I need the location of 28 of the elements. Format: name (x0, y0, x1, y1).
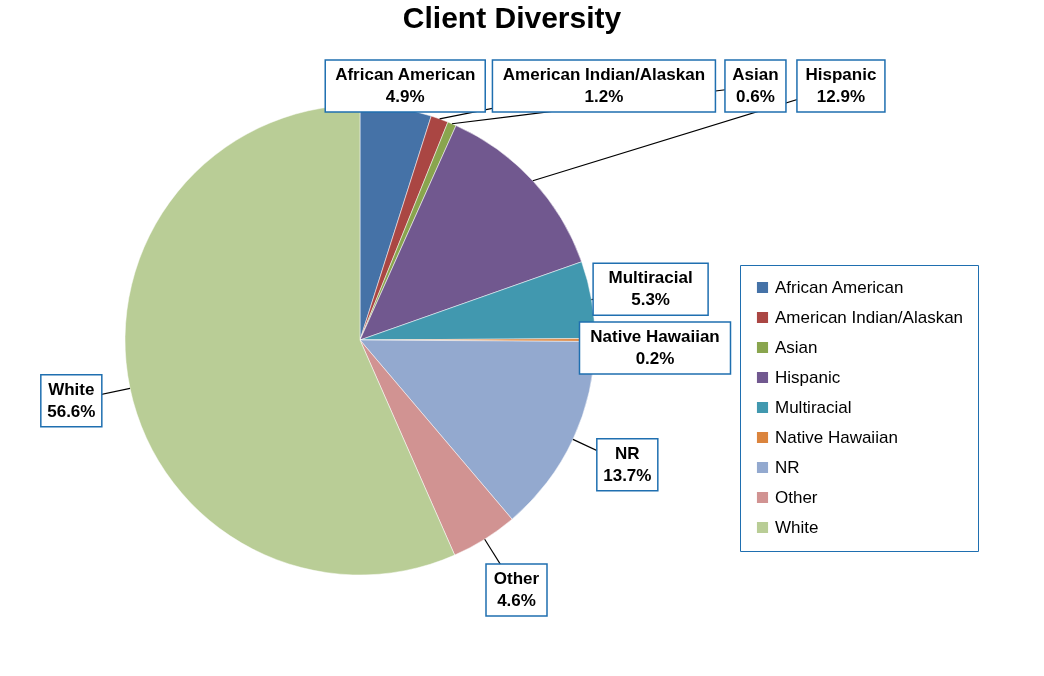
legend-label: Other (775, 487, 818, 507)
slice-label: White (48, 379, 95, 399)
data-label: 13.7% (603, 465, 652, 485)
slice-label: Multiracial (608, 268, 693, 288)
slice-label: Hispanic (805, 65, 877, 84)
legend-label: NR (775, 457, 800, 477)
legend-label: White (775, 517, 819, 537)
data-label: 5.3% (631, 290, 670, 310)
legend-label: American Indian/Alaskan (775, 307, 964, 327)
legend-label: Asian (775, 337, 818, 357)
legend-label: African American (775, 277, 904, 297)
slice-label: African American (335, 65, 476, 84)
slice-label: American Indian/Alaskan (502, 65, 706, 84)
data-label: 1.2% (584, 87, 624, 106)
data-label: 4.9% (385, 87, 425, 106)
data-label: 12.9% (816, 87, 866, 106)
slice-label: NR (615, 443, 640, 463)
slice-label: Asian (732, 65, 779, 84)
data-label: 4.6% (497, 591, 536, 611)
data-label: 56.6% (47, 401, 96, 421)
data-label: 0.2% (635, 349, 675, 368)
legend-label: Native Hawaiian (775, 427, 898, 447)
data-label: 0.6% (736, 87, 775, 106)
legend-label: Hispanic (775, 367, 841, 387)
slice-label: Other (493, 569, 540, 589)
slice-label: Native Hawaiian (590, 327, 720, 346)
chart-title: Client Diversity (402, 1, 622, 34)
legend-label: Multiracial (775, 397, 852, 417)
